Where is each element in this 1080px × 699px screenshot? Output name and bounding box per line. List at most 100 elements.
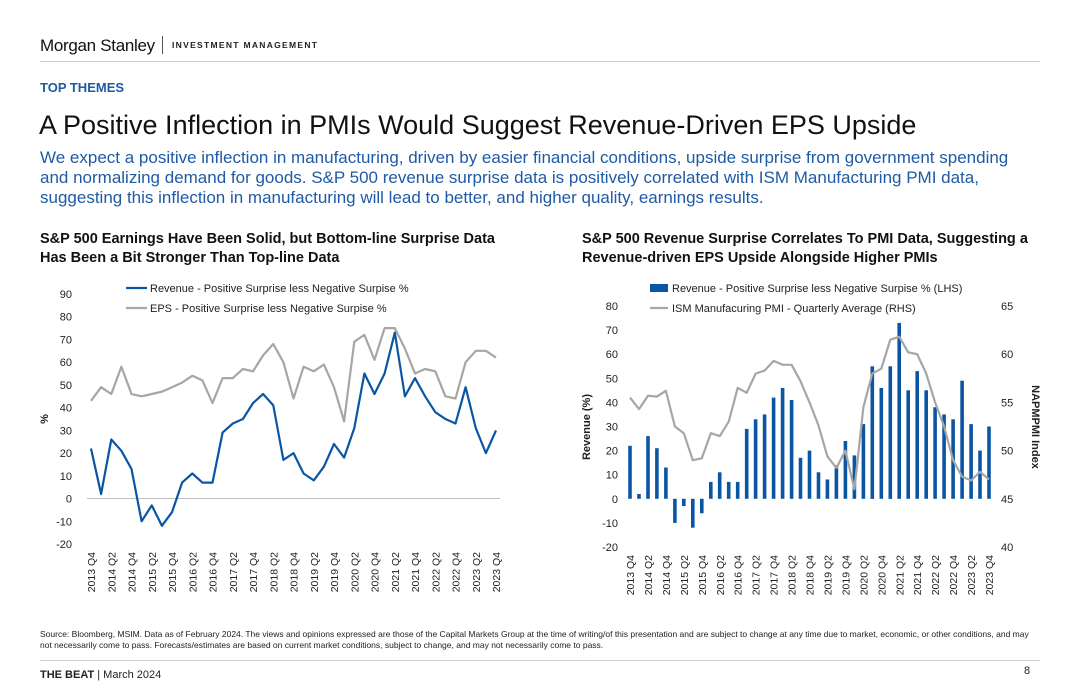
revenue-bar [852, 455, 857, 499]
revenue-bar [978, 450, 982, 499]
revenue-bar [933, 407, 937, 499]
x-tick-label: 2016 Q4 [208, 552, 220, 592]
footer-date: | March 2024 [97, 669, 162, 681]
y-tick-label: -10 [56, 516, 72, 528]
y2-tick-label: 55 [1001, 397, 1013, 409]
x-tick-label: 2023 Q4 [491, 552, 503, 592]
y-tick-label: -10 [602, 518, 618, 530]
revenue-bar [753, 419, 758, 499]
revenue-bar [717, 472, 722, 499]
revenue-bar [906, 390, 910, 499]
x-tick-label: 2015 Q4 [697, 555, 709, 595]
pmi-line [629, 335, 990, 491]
right-chart-title: S&P 500 Revenue Surprise Correlates To P… [582, 231, 1028, 266]
section-label: TOP THEMES [40, 80, 125, 95]
x-tick-label: 2016 Q2 [715, 555, 727, 595]
revenue-bar [709, 481, 713, 499]
legend-label: Revenue - Positive Surprise less Negativ… [150, 283, 409, 295]
y-tick-label: 40 [606, 397, 618, 409]
revenue-bar [673, 498, 677, 523]
revenue-bar [843, 441, 848, 499]
x-tick-label: 2014 Q4 [127, 552, 139, 592]
y-tick-label: 50 [606, 373, 618, 385]
revenue-bar [834, 465, 839, 499]
x-tick-label: 2018 Q4 [805, 555, 817, 595]
page-number: 8 [1024, 665, 1031, 677]
x-tick-label: 2020 Q2 [349, 552, 361, 592]
eps-surprise-line [90, 326, 497, 423]
page-title: A Positive Inflection in PMIs Would Sugg… [39, 110, 917, 140]
x-tick-label: 2014 Q2 [106, 552, 118, 592]
x-tick-label: 2023 Q2 [471, 552, 483, 592]
revenue-bar [780, 387, 785, 499]
y-tick-label: 80 [60, 312, 72, 324]
x-tick-label: 2017 Q2 [228, 552, 240, 592]
revenue-bar [762, 414, 767, 499]
x-tick-label: 2013 Q4 [86, 552, 98, 592]
x-tick-label: 2022 Q4 [948, 555, 960, 595]
x-tick-label: 2015 Q2 [147, 552, 159, 592]
revenue-bar [888, 366, 893, 499]
y-tick-label: 30 [60, 425, 72, 437]
revenue-bar [960, 380, 964, 499]
footer-publication: THE BEAT [40, 669, 95, 681]
revenue-bar [987, 426, 991, 499]
revenue-bar [942, 414, 946, 499]
y-tick-label: -20 [56, 539, 72, 551]
y-axis-label: Revenue (%) [581, 394, 593, 460]
x-tick-label: 2016 Q4 [733, 555, 745, 595]
revenue-bar [655, 448, 659, 499]
legend-swatch [650, 284, 668, 292]
x-tick-label: 2021 Q2 [390, 552, 402, 592]
y2-tick-label: 45 [1001, 494, 1013, 506]
y-tick-label: 90 [60, 289, 72, 301]
footer-rule [40, 660, 1040, 661]
revenue-bar [816, 472, 821, 499]
x-tick-label: 2016 Q2 [187, 552, 199, 592]
revenue-bar [691, 498, 695, 528]
x-tick-label: 2019 Q4 [840, 555, 852, 595]
revenue-bar [646, 436, 650, 499]
legend-label: ISM Manufacuring PMI - Quarterly Average… [672, 303, 916, 315]
y-tick-label: 30 [606, 422, 618, 434]
header-rule [40, 61, 1040, 62]
y-axis-label: % [39, 414, 51, 424]
revenue-bar [825, 479, 830, 499]
revenue-bar [969, 424, 973, 499]
y-tick-label: 20 [60, 448, 72, 460]
y2-tick-label: 40 [1001, 542, 1013, 554]
y-tick-label: 80 [606, 301, 618, 313]
y-tick-label: 50 [60, 380, 72, 392]
x-tick-label: 2013 Q4 [625, 555, 637, 595]
lead-paragraph: We expect a positive inflection in manuf… [40, 148, 1009, 207]
brand-divider [162, 36, 163, 54]
revenue-bar [700, 498, 704, 514]
revenue-bar [789, 400, 794, 499]
y2-tick-label: 65 [1001, 301, 1013, 313]
legend-label: Revenue - Positive Surprise less Negativ… [672, 283, 962, 295]
revenue-bar [664, 467, 668, 499]
revenue-bar [915, 371, 919, 499]
x-tick-label: 2018 Q2 [268, 552, 280, 592]
revenue-bar [771, 397, 776, 499]
x-tick-label: 2017 Q2 [751, 555, 763, 595]
y-tick-label: 40 [60, 403, 72, 415]
revenue-surprise-line [89, 331, 498, 527]
y-tick-label: 0 [66, 494, 72, 506]
revenue-bar [798, 457, 803, 499]
x-tick-label: 2015 Q2 [679, 555, 691, 595]
x-tick-label: 2019 Q4 [329, 552, 341, 592]
y-tick-label: 60 [606, 349, 618, 361]
revenue-bar [628, 445, 632, 499]
x-tick-label: 2019 Q2 [822, 555, 834, 595]
x-tick-label: 2014 Q2 [643, 555, 655, 595]
revenue-bar [744, 428, 749, 499]
y-tick-label: -20 [602, 542, 618, 554]
revenue-bar [807, 450, 812, 499]
x-tick-label: 2022 Q2 [930, 555, 942, 595]
x-tick-label: 2020 Q2 [858, 555, 870, 595]
x-tick-label: 2019 Q2 [309, 552, 321, 592]
y-tick-label: 70 [606, 325, 618, 337]
revenue-bar [879, 387, 884, 499]
x-tick-label: 2022 Q2 [430, 552, 442, 592]
